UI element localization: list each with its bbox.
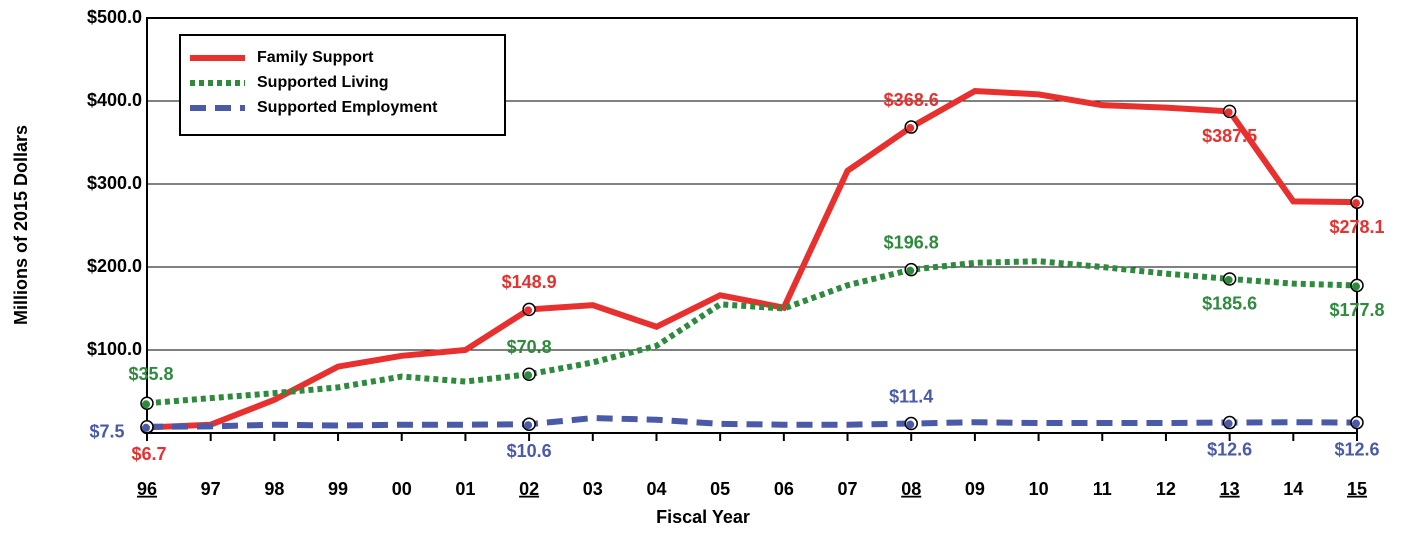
plot-frame bbox=[146, 17, 1358, 434]
data-point-fill bbox=[1352, 419, 1360, 428]
x-tick-label: 01 bbox=[455, 479, 475, 499]
x-tick-label: 07 bbox=[838, 479, 858, 499]
data-label: $387.5 bbox=[1202, 126, 1257, 146]
legend-label: Supported Living bbox=[257, 74, 389, 91]
data-label: $278.1 bbox=[1329, 217, 1384, 237]
data-point-fill bbox=[524, 371, 533, 380]
data-label: $196.8 bbox=[884, 232, 939, 252]
y-tick-label: $300.0 bbox=[87, 173, 142, 193]
x-tick-label: 96 bbox=[137, 479, 157, 499]
x-tick-label: 10 bbox=[1029, 479, 1049, 499]
data-point-fill bbox=[906, 124, 915, 133]
data-point-fill bbox=[524, 421, 533, 430]
x-tick-label: 02 bbox=[519, 479, 539, 499]
x-tick-label: 04 bbox=[646, 479, 666, 499]
y-tick-label: $200.0 bbox=[87, 256, 142, 276]
x-tick-label: 00 bbox=[392, 479, 412, 499]
x-tick-label: 14 bbox=[1283, 479, 1303, 499]
x-tick-label: 12 bbox=[1156, 479, 1176, 499]
x-tick-label: 99 bbox=[328, 479, 348, 499]
y-axis-label: Millions of 2015 Dollars bbox=[11, 125, 31, 325]
data-point-fill bbox=[1224, 108, 1233, 117]
x-tick-label: 15 bbox=[1347, 479, 1367, 499]
x-tick-label: 08 bbox=[901, 479, 921, 499]
data-point-fill bbox=[906, 266, 915, 275]
legend: Family Support Supported Living Supported … bbox=[179, 34, 506, 136]
x-axis-label: Fiscal Year bbox=[656, 507, 750, 527]
data-point-fill bbox=[524, 306, 533, 315]
data-label: $368.6 bbox=[884, 90, 939, 110]
data-label: $148.9 bbox=[502, 272, 557, 292]
data-point-fill bbox=[1352, 199, 1360, 208]
series-line bbox=[146, 258, 1358, 407]
data-point-fill bbox=[1224, 275, 1233, 284]
legend-box bbox=[179, 34, 506, 136]
data-label: $10.6 bbox=[507, 441, 552, 461]
x-tick-label: 05 bbox=[710, 479, 730, 499]
series-line bbox=[146, 87, 1358, 431]
data-label: $177.8 bbox=[1329, 300, 1384, 320]
x-tick-label: 06 bbox=[774, 479, 794, 499]
series-line bbox=[146, 415, 1358, 430]
x-tick-label: 09 bbox=[965, 479, 985, 499]
data-label: $35.8 bbox=[128, 364, 173, 384]
data-point-fill bbox=[906, 420, 915, 429]
data-label: $7.5 bbox=[89, 422, 124, 442]
data-label: $11.4 bbox=[889, 386, 933, 406]
x-tick-label: 03 bbox=[583, 479, 603, 499]
x-tick-label: 97 bbox=[201, 479, 221, 499]
data-point-fill bbox=[142, 423, 150, 432]
legend-label: Family Support bbox=[257, 49, 374, 66]
data-label: $70.8 bbox=[507, 337, 552, 357]
data-point-fill bbox=[1224, 419, 1233, 428]
x-tick-label: 13 bbox=[1220, 479, 1240, 499]
x-tick-label: 11 bbox=[1093, 479, 1112, 499]
data-label: $12.6 bbox=[1334, 439, 1379, 459]
y-tick-label: $400.0 bbox=[87, 90, 142, 110]
legend-label: Supported Employment bbox=[257, 99, 438, 116]
data-point-fill bbox=[1352, 282, 1360, 291]
x-tick-label: 98 bbox=[264, 479, 284, 499]
y-tick-label: $100.0 bbox=[87, 339, 142, 359]
data-label: $6.7 bbox=[131, 444, 166, 464]
data-label: $12.6 bbox=[1207, 439, 1252, 459]
data-label: $185.6 bbox=[1202, 294, 1257, 314]
y-tick-label: $500.0 bbox=[87, 7, 142, 27]
data-point-fill bbox=[142, 400, 150, 409]
